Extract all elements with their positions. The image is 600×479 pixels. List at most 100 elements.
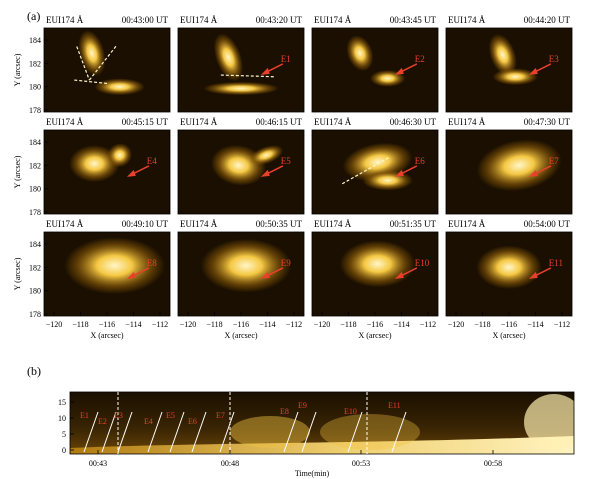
- event-label: E10: [344, 407, 357, 416]
- brightening: [249, 145, 284, 166]
- map-time: 00:44:20 UT: [524, 15, 571, 25]
- x-axis-label: X (arcsec): [358, 331, 391, 340]
- event-track: [147, 411, 163, 453]
- event-track: [301, 411, 317, 453]
- map-frame: [445, 129, 573, 215]
- event-label: E4: [144, 417, 153, 426]
- event-track: [347, 411, 363, 453]
- event-label: E4: [147, 156, 157, 166]
- event-label: E2: [98, 417, 107, 426]
- event-label: E11: [549, 258, 563, 268]
- map-background: [312, 28, 438, 112]
- map-instrument: EUI174 Å: [46, 219, 84, 229]
- map-instrument: EUI174 Å: [448, 117, 486, 127]
- y-tick-label: 5: [62, 430, 66, 439]
- x-tick-label: −116: [233, 320, 249, 329]
- event-track: [191, 411, 207, 453]
- x-tick-label: −120: [46, 320, 63, 329]
- map-instrument: EUI174 Å: [46, 117, 84, 127]
- bright-patch: [524, 394, 574, 450]
- panel-b-label: (b): [27, 364, 41, 378]
- map-panel: EUI174 Å 00:43:20 UT E1: [177, 15, 305, 113]
- y-tick-label: 178: [29, 208, 41, 217]
- event-label: E10: [415, 258, 430, 268]
- brightening: [69, 145, 120, 183]
- arrow-head: [126, 271, 136, 279]
- event-label: E5: [281, 156, 291, 166]
- arrow-head: [528, 271, 538, 279]
- map-instrument: EUI174 Å: [314, 15, 352, 25]
- x-tick-label: −114: [259, 320, 275, 329]
- y-tick-label: 182: [29, 263, 41, 272]
- map-time: 00:50:35 UT: [256, 219, 303, 229]
- map-time: 00:46:15 UT: [256, 117, 303, 127]
- x-tick-label: −118: [474, 320, 490, 329]
- y-tick-label: 180: [29, 83, 41, 92]
- event-label: E5: [166, 411, 175, 420]
- x-tick-label: −112: [420, 320, 436, 329]
- bright-patch: [230, 416, 310, 448]
- event-label: E8: [147, 258, 157, 268]
- map-panel: EUI174 Å 00:44:20 UT E3: [445, 15, 573, 113]
- event-label: E3: [114, 411, 123, 420]
- map-instrument: EUI174 Å: [180, 15, 218, 25]
- map-instrument: EUI174 Å: [448, 219, 486, 229]
- brightening: [476, 245, 542, 290]
- x-tick-label: −120: [180, 320, 197, 329]
- x-tick-label: −114: [125, 320, 141, 329]
- x-tick-label: −120: [314, 320, 331, 329]
- arrow-head: [394, 271, 404, 279]
- x-tick-label: −116: [99, 320, 115, 329]
- map-instrument: EUI174 Å: [448, 15, 486, 25]
- event-track: [101, 411, 117, 453]
- event-label: E2: [415, 54, 425, 64]
- y-tick-label: 180: [29, 287, 41, 296]
- event-label: E1: [281, 54, 291, 64]
- x-axis-label: X (arcsec): [90, 331, 123, 340]
- map-instrument: EUI174 Å: [46, 15, 84, 25]
- x-tick-label: −116: [501, 320, 517, 329]
- arrow-head: [260, 271, 270, 279]
- x-tick-label: −112: [152, 320, 168, 329]
- map-panel: EUI174 Å 00:45:15 UT E4 184 182 180 178 Y (arcs…: [13, 117, 171, 217]
- x-tick-label: −114: [393, 320, 409, 329]
- arrow-head: [528, 169, 538, 177]
- map-frame: [177, 27, 305, 113]
- x-tick-label: −112: [554, 320, 570, 329]
- slit-guide: [341, 156, 391, 185]
- x-tick-label: 00:43: [89, 459, 107, 468]
- bright-patch: [320, 414, 420, 450]
- arrow-head: [126, 169, 136, 177]
- brightening: [200, 238, 292, 293]
- y-tick-label: 10: [58, 414, 66, 423]
- map-instrument: EUI174 Å: [314, 219, 352, 229]
- strip-frame: [69, 391, 575, 455]
- x-axis-label: Time(min): [295, 469, 330, 478]
- map-time: 00:45:15 UT: [122, 117, 169, 127]
- event-label: E7: [216, 411, 225, 420]
- event-track: [283, 411, 299, 453]
- map-instrument: EUI174 Å: [180, 219, 218, 229]
- image-grid: EUI174 Å 00:43:00 UT 184 182 180 178 Y (arcsec…: [13, 15, 573, 340]
- map-frame: [311, 129, 439, 215]
- brightening: [213, 33, 244, 82]
- arrow-head: [394, 67, 404, 75]
- map-frame: [177, 129, 305, 215]
- map-time: 00:47:30 UT: [524, 117, 571, 127]
- map-panel: EUI174 Å 00:49:10 UT E8 184 182 180 178 Y (arcs…: [13, 219, 171, 340]
- event-track: [83, 411, 99, 453]
- event-label: E8: [280, 407, 289, 416]
- slit-guide: [74, 79, 108, 85]
- event-label: E9: [281, 258, 291, 268]
- brightening: [64, 237, 165, 295]
- x-tick-label: −118: [72, 320, 88, 329]
- map-time: 00:49:10 UT: [122, 219, 169, 229]
- y-tick-label: 182: [29, 59, 41, 68]
- event-track: [391, 411, 407, 453]
- brightening: [94, 78, 145, 96]
- time-distance-plot: E1 E2 E3 E4 E5 E6 E7 E8 E9 E10 E11 15 10 5 0 00:43 00:48…: [58, 391, 575, 478]
- arrow-head: [260, 67, 270, 75]
- brightening: [203, 81, 279, 96]
- x-tick-label: 00:53: [352, 459, 370, 468]
